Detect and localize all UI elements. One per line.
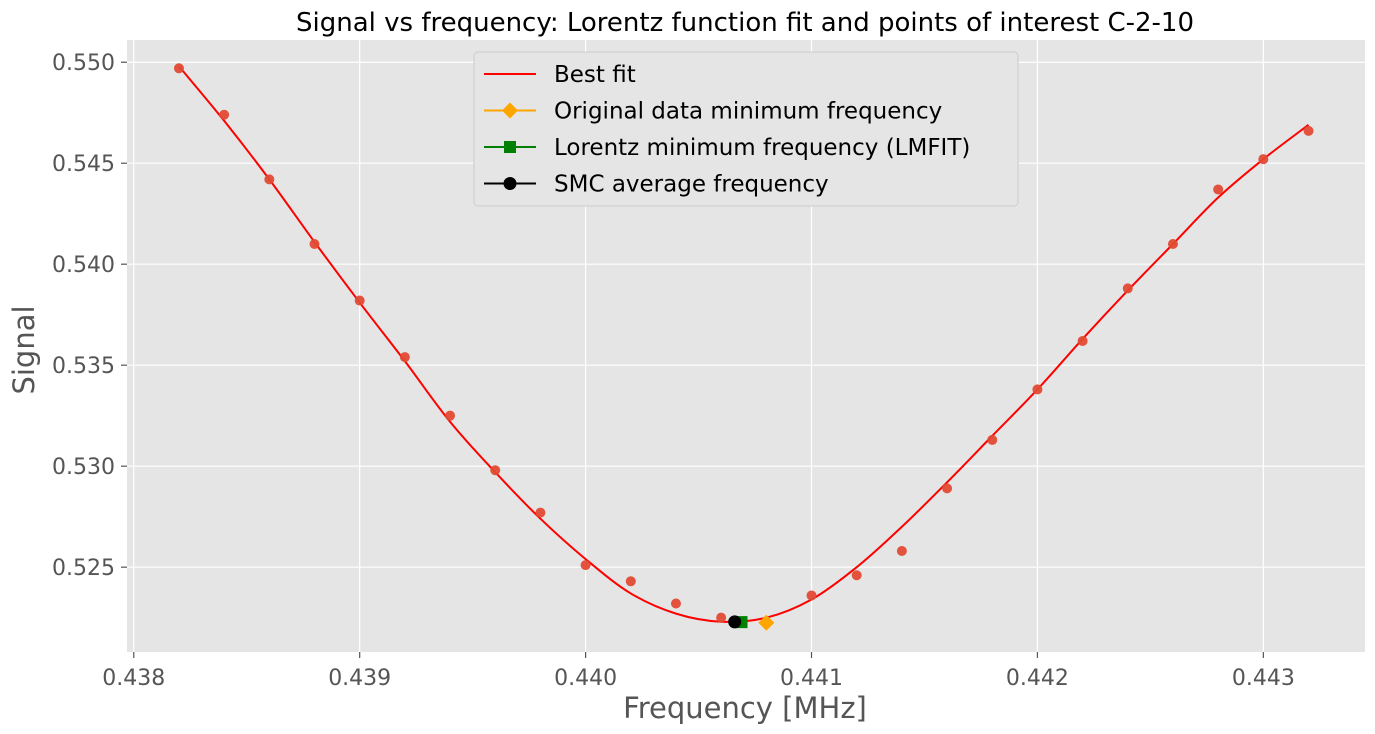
data-point (490, 465, 501, 476)
x-axis-label: Frequency [MHz] (623, 691, 867, 725)
x-tick-label: 0.443 (1232, 666, 1295, 691)
x-tick-label: 0.442 (1006, 666, 1069, 691)
circle-marker (728, 615, 742, 629)
y-axis-ticks: 0.525 0.530 0.535 0.540 0.545 0.550 (52, 51, 127, 581)
data-point (354, 295, 365, 306)
legend-swatch-square (504, 141, 516, 153)
data-point (309, 239, 320, 249)
x-tick-label: 0.439 (328, 666, 391, 691)
data-point (851, 570, 862, 581)
data-point (535, 507, 546, 518)
data-point (1032, 384, 1043, 395)
legend-box (473, 51, 1019, 207)
data-point (173, 63, 184, 74)
data-point (716, 612, 727, 623)
y-tick-label: 0.550 (52, 51, 115, 76)
data-point (580, 560, 591, 571)
data-points-layer (173, 63, 1314, 623)
legend-label: Best fit (554, 62, 636, 88)
data-point (219, 109, 230, 120)
y-tick-label: 0.530 (52, 455, 115, 480)
x-tick-label: 0.440 (554, 666, 617, 691)
chart-title: Signal vs frequency: Lorentz function fi… (296, 8, 1194, 38)
diamond-marker (758, 614, 775, 631)
data-point (1213, 184, 1224, 195)
x-axis-ticks: 0.438 0.439 0.440 0.441 0.442 0.443 (102, 652, 1295, 691)
data-point (445, 410, 456, 421)
data-point (670, 598, 681, 609)
y-tick-label: 0.525 (52, 556, 115, 581)
legend-swatch-circle (503, 177, 517, 190)
data-point (264, 174, 275, 185)
markers-layer (728, 614, 775, 631)
y-tick-label: 0.535 (52, 354, 115, 379)
data-point (1077, 335, 1088, 346)
data-point (942, 483, 953, 494)
data-point (806, 590, 817, 601)
y-tick-label: 0.545 (52, 152, 115, 177)
data-point (1303, 125, 1314, 136)
data-point (1122, 283, 1133, 294)
x-tick-label: 0.438 (102, 666, 165, 691)
y-axis-label: Signal (7, 305, 41, 394)
data-point (987, 434, 998, 445)
data-point (399, 352, 410, 363)
x-tick-label: 0.441 (780, 666, 843, 691)
legend: Best fit Original data minimum frequency L… (473, 51, 1019, 207)
data-point (625, 576, 636, 587)
data-point (896, 546, 907, 557)
legend-label: SMC average frequency (554, 172, 829, 198)
data-point (1167, 239, 1178, 249)
legend-label: Lorentz minimum frequency (LMFIT) (554, 135, 970, 161)
y-tick-label: 0.540 (52, 253, 115, 278)
legend-swatch-diamond (502, 102, 518, 119)
legend-label: Original data minimum frequency (554, 99, 942, 125)
data-point (1258, 154, 1269, 165)
